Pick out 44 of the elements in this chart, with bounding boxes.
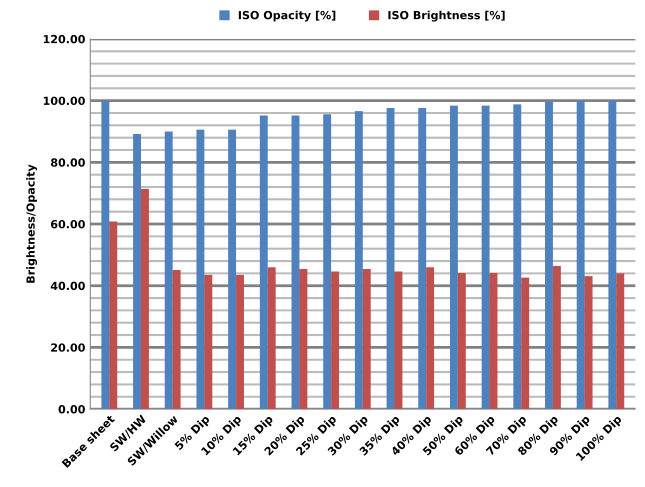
y-tick-label: 100.00 <box>44 96 85 106</box>
bar <box>354 111 363 410</box>
bar <box>196 130 204 410</box>
y-tick-label: 40.00 <box>50 282 85 290</box>
y-tick-label: 60.00 <box>50 220 85 228</box>
bar <box>260 115 268 410</box>
bar <box>133 134 141 410</box>
bar <box>450 106 458 410</box>
bar <box>331 272 340 410</box>
bar <box>323 114 332 410</box>
bar <box>608 100 616 410</box>
bar <box>164 131 173 410</box>
bar <box>268 267 276 410</box>
bar <box>426 267 434 410</box>
y-tick-label: 0.00 <box>58 405 85 414</box>
legend-label: ISO Brightness [%] <box>388 10 505 22</box>
y-axis-title: Brightness/Opacity <box>26 164 38 283</box>
y-tick-label: 20.00 <box>51 343 85 352</box>
bar <box>521 278 530 410</box>
bar <box>386 108 394 410</box>
bar <box>292 115 300 410</box>
y-tick-label: 120.00 <box>44 34 85 44</box>
bar <box>204 274 212 410</box>
bar <box>513 104 522 410</box>
bar <box>490 273 498 410</box>
bar <box>458 273 466 410</box>
bar <box>482 106 490 410</box>
legend-label: ISO Opacity [%] <box>238 10 336 22</box>
bar <box>228 130 236 410</box>
bar <box>394 272 402 410</box>
bar <box>584 276 593 410</box>
bar <box>576 100 585 410</box>
bar <box>299 269 308 410</box>
bar <box>141 188 149 410</box>
bar <box>236 274 244 410</box>
bar <box>418 108 426 410</box>
bar <box>362 269 371 410</box>
bar <box>545 102 553 410</box>
bar <box>109 222 118 410</box>
bar <box>101 100 110 410</box>
y-tick-label: 80.00 <box>50 158 85 167</box>
bar <box>616 273 624 410</box>
bar <box>172 270 181 410</box>
bar <box>552 266 561 410</box>
